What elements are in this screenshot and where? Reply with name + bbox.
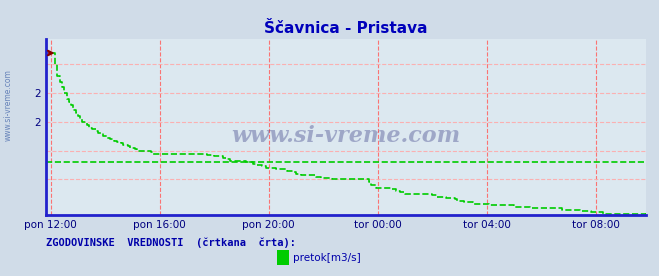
Text: www.si-vreme.com: www.si-vreme.com bbox=[3, 69, 13, 141]
Text: www.si-vreme.com: www.si-vreme.com bbox=[231, 125, 461, 147]
Title: Ščavnica - Pristava: Ščavnica - Pristava bbox=[264, 21, 428, 36]
Text: ZGODOVINSKE  VREDNOSTI  (črtkana  črta):: ZGODOVINSKE VREDNOSTI (črtkana črta): bbox=[46, 237, 296, 248]
Text: pretok[m3/s]: pretok[m3/s] bbox=[293, 253, 360, 262]
